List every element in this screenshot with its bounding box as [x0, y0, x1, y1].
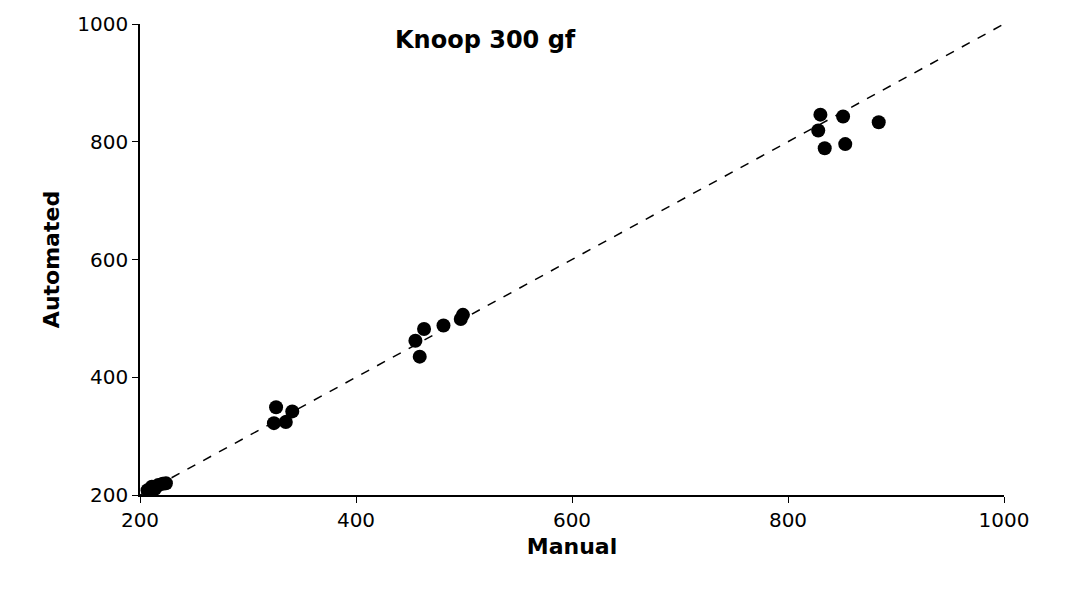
svg-text:1000: 1000: [77, 12, 128, 36]
svg-text:200: 200: [121, 508, 159, 532]
svg-text:600: 600: [553, 508, 591, 532]
svg-text:600: 600: [90, 248, 128, 272]
svg-text:400: 400: [90, 365, 128, 389]
svg-text:1000: 1000: [979, 508, 1030, 532]
svg-text:Knoop 300 gf: Knoop 300 gf: [395, 26, 576, 54]
svg-text:800: 800: [90, 130, 128, 154]
svg-text:200: 200: [90, 483, 128, 507]
svg-text:400: 400: [337, 508, 375, 532]
svg-text:800: 800: [769, 508, 807, 532]
svg-text:Manual: Manual: [527, 534, 617, 559]
svg-text:Automated: Automated: [39, 191, 64, 328]
